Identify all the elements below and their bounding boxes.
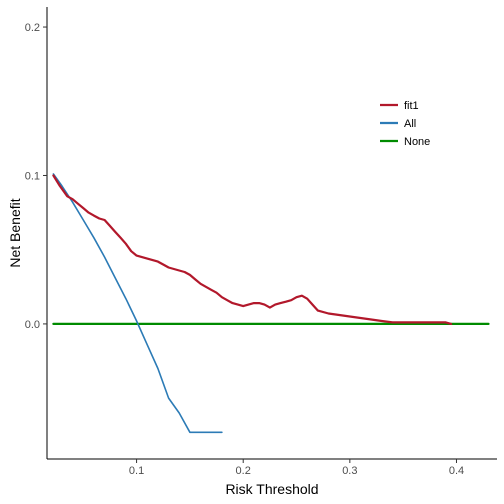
y-axis-ticks: 0.0 0.1 0.2 bbox=[25, 22, 47, 331]
x-tick-label: 0.4 bbox=[449, 465, 464, 477]
legend-label-all: All bbox=[404, 118, 416, 130]
legend: fit1 All None bbox=[380, 100, 430, 148]
y-tick-label: 0.1 bbox=[25, 170, 40, 182]
x-tick-label: 0.2 bbox=[236, 465, 251, 477]
y-tick-label: 0.0 bbox=[25, 319, 40, 331]
legend-label-fit1: fit1 bbox=[404, 100, 419, 112]
plot-area bbox=[52, 173, 490, 434]
x-axis-ticks: 0.1 0.2 0.3 0.4 bbox=[129, 459, 464, 477]
series-line-fit1 bbox=[52, 174, 453, 325]
y-tick-label: 0.2 bbox=[25, 22, 40, 34]
x-axis-title: Risk Threshold bbox=[225, 481, 318, 497]
x-tick-label: 0.1 bbox=[129, 465, 144, 477]
series-line-all bbox=[52, 173, 223, 434]
legend-label-none: None bbox=[404, 136, 430, 148]
y-axis-title: Net Benefit bbox=[7, 198, 23, 267]
x-tick-label: 0.3 bbox=[342, 465, 357, 477]
